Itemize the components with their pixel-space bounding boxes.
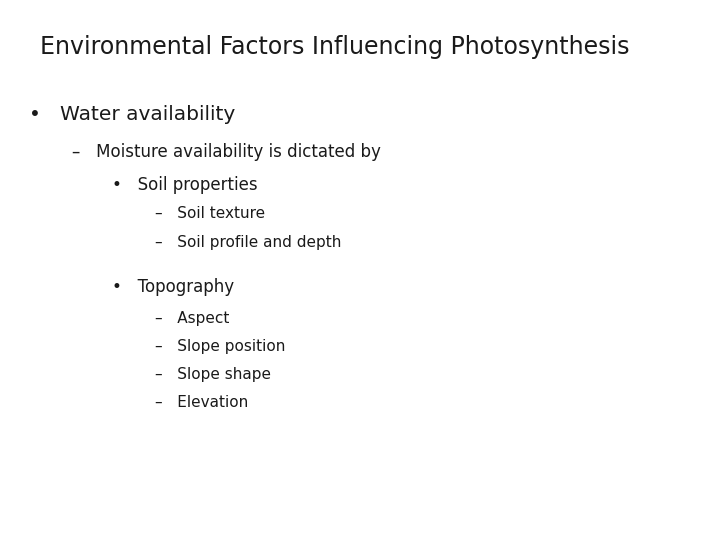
Text: Environmental Factors Influencing Photosynthesis: Environmental Factors Influencing Photos… xyxy=(40,35,629,59)
Text: –   Slope shape: – Slope shape xyxy=(155,367,271,382)
Text: –   Elevation: – Elevation xyxy=(155,395,248,410)
Text: •   Water availability: • Water availability xyxy=(29,105,235,124)
Text: –   Aspect: – Aspect xyxy=(155,310,229,326)
Text: –   Slope position: – Slope position xyxy=(155,339,285,354)
Text: –   Soil texture: – Soil texture xyxy=(155,206,265,221)
Text: –   Moisture availability is dictated by: – Moisture availability is dictated by xyxy=(72,143,381,161)
Text: •   Soil properties: • Soil properties xyxy=(112,176,257,193)
Text: –   Soil profile and depth: – Soil profile and depth xyxy=(155,235,341,250)
Text: •   Topography: • Topography xyxy=(112,278,234,296)
